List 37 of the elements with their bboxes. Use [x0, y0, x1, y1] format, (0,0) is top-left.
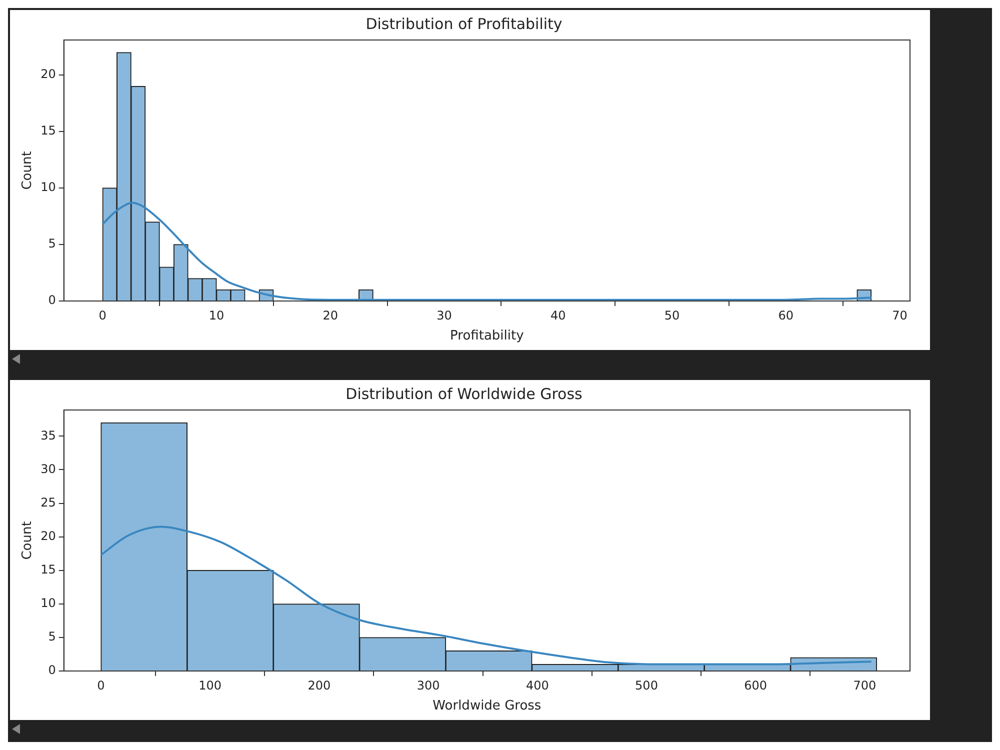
y-tick-label: 5: [48, 630, 56, 644]
x-axis-title: Profitability: [450, 328, 524, 344]
x-tick-label: 30: [436, 308, 452, 322]
x-tick-label: 100: [198, 678, 222, 692]
y-tick-label: 10: [40, 596, 56, 610]
x-tick-label: 700: [853, 678, 876, 692]
x-tick-label: 70: [892, 308, 908, 322]
x-tick-label: 40: [550, 308, 566, 322]
y-tick-label: 15: [40, 562, 56, 576]
x-tick-label: 200: [308, 678, 331, 692]
chart-title: Distribution of Profitability: [366, 14, 562, 33]
x-tick-label: 400: [526, 678, 549, 692]
x-tick-label: 60: [778, 308, 794, 322]
x-tick-label: 20: [322, 308, 338, 322]
x-tick-label: 10: [208, 308, 224, 322]
y-axis-title: Count: [20, 151, 36, 190]
x-tick-label: 300: [416, 678, 440, 692]
x-tick-label: 50: [664, 308, 680, 322]
y-tick-label: 15: [40, 124, 56, 138]
y-tick-label: 0: [48, 293, 56, 308]
y-tick-label: 20: [40, 528, 56, 543]
x-tick-label: 500: [635, 678, 658, 692]
line-series: [102, 202, 872, 301]
y-tick-label: 20: [40, 67, 56, 82]
line-series: [100, 526, 872, 666]
chart-title: Distribution of Worldwide Gross: [346, 384, 583, 403]
x-tick-label: 0: [97, 678, 105, 692]
y-tick-label: 10: [40, 180, 56, 194]
x-tick-label: 600: [744, 678, 768, 692]
x-axis-title: Worldwide Gross: [432, 698, 542, 714]
y-tick-label: 35: [40, 428, 56, 442]
x-tick-label: 0: [98, 308, 106, 322]
y-axis-title: Count: [20, 521, 36, 560]
y-tick-label: 5: [48, 236, 56, 251]
y-tick-label: 0: [48, 663, 56, 678]
y-tick-label: 30: [40, 462, 56, 476]
y-tick-label: 25: [40, 495, 56, 510]
